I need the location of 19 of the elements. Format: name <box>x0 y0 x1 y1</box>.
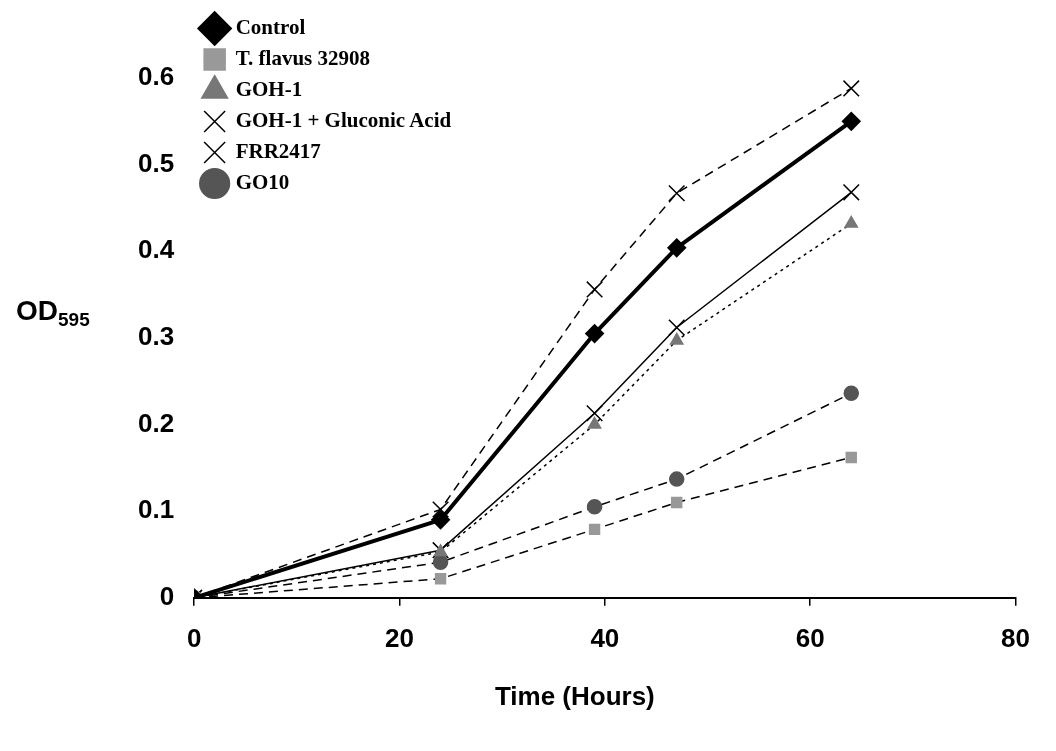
y-tick-label: 0.5 <box>137 147 175 178</box>
y-tick-label: 0 <box>159 580 175 611</box>
x-tick-label: 20 <box>385 622 414 653</box>
x-tick-label: 80 <box>1001 622 1030 653</box>
legend-label: GOH-1 <box>235 76 303 101</box>
legend-label: GO10 <box>235 169 290 194</box>
legend-label: FRR2417 <box>235 138 321 163</box>
legend-label: T. flavus 32908 <box>235 45 371 70</box>
y-tick-label: 0.6 <box>137 61 175 92</box>
y-tick-label: 0.2 <box>137 407 175 438</box>
x-tick-label: 40 <box>590 622 620 653</box>
x-tick-label: 60 <box>795 622 825 653</box>
legend-label: Control <box>235 14 306 39</box>
y-tick-label: 0.1 <box>137 494 175 525</box>
y-tick-label: 0.3 <box>137 321 175 352</box>
y-tick-label: 0.4 <box>137 234 175 265</box>
x-tick-label: 0 <box>186 622 202 653</box>
legend-label: GOH-1 + Gluconic Acid <box>235 107 452 132</box>
x-axis-title: Time (Hours) <box>494 680 655 711</box>
